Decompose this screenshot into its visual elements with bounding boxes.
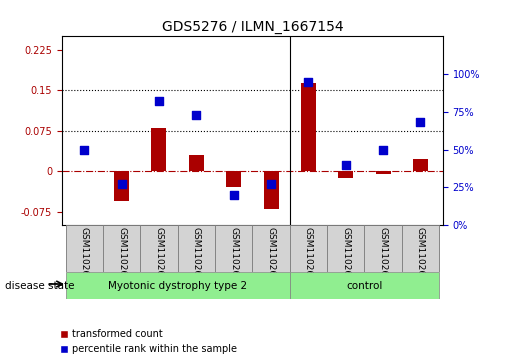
FancyBboxPatch shape bbox=[215, 225, 252, 272]
Title: GDS5276 / ILMN_1667154: GDS5276 / ILMN_1667154 bbox=[162, 20, 343, 34]
Text: GSM1102617: GSM1102617 bbox=[192, 227, 201, 288]
Text: GSM1102620: GSM1102620 bbox=[304, 227, 313, 288]
FancyBboxPatch shape bbox=[140, 225, 178, 272]
Point bbox=[416, 119, 424, 125]
Text: GSM1102615: GSM1102615 bbox=[117, 227, 126, 288]
FancyBboxPatch shape bbox=[65, 225, 103, 272]
Point bbox=[117, 182, 126, 187]
Bar bbox=[338, 171, 353, 178]
Text: GSM1102619: GSM1102619 bbox=[267, 227, 276, 288]
Point bbox=[267, 182, 275, 187]
Text: GSM1102622: GSM1102622 bbox=[379, 227, 388, 288]
Bar bbox=[189, 155, 204, 171]
FancyBboxPatch shape bbox=[365, 225, 402, 272]
Text: GSM1102621: GSM1102621 bbox=[341, 227, 350, 288]
FancyBboxPatch shape bbox=[327, 225, 365, 272]
Point bbox=[192, 112, 200, 118]
FancyBboxPatch shape bbox=[252, 225, 290, 272]
Bar bbox=[114, 171, 129, 201]
FancyBboxPatch shape bbox=[290, 272, 439, 299]
FancyBboxPatch shape bbox=[178, 225, 215, 272]
FancyBboxPatch shape bbox=[402, 225, 439, 272]
Point bbox=[230, 192, 238, 198]
Bar bbox=[375, 171, 390, 174]
Bar bbox=[301, 83, 316, 171]
FancyBboxPatch shape bbox=[103, 225, 140, 272]
FancyBboxPatch shape bbox=[290, 225, 327, 272]
Text: Myotonic dystrophy type 2: Myotonic dystrophy type 2 bbox=[108, 281, 247, 291]
Bar bbox=[226, 171, 241, 187]
Text: control: control bbox=[346, 281, 383, 291]
Point bbox=[341, 162, 350, 168]
Point bbox=[304, 79, 313, 85]
Text: disease state: disease state bbox=[5, 281, 75, 291]
FancyBboxPatch shape bbox=[65, 272, 290, 299]
Point bbox=[80, 147, 89, 152]
Bar bbox=[413, 159, 428, 171]
Text: GSM1102614: GSM1102614 bbox=[80, 227, 89, 288]
Legend: transformed count, percentile rank within the sample: transformed count, percentile rank withi… bbox=[56, 326, 241, 358]
Point bbox=[155, 98, 163, 104]
Point bbox=[379, 147, 387, 152]
Text: GSM1102616: GSM1102616 bbox=[154, 227, 163, 288]
Text: GSM1102618: GSM1102618 bbox=[229, 227, 238, 288]
Bar bbox=[151, 128, 166, 171]
Bar bbox=[264, 171, 279, 209]
Text: GSM1102623: GSM1102623 bbox=[416, 227, 425, 288]
